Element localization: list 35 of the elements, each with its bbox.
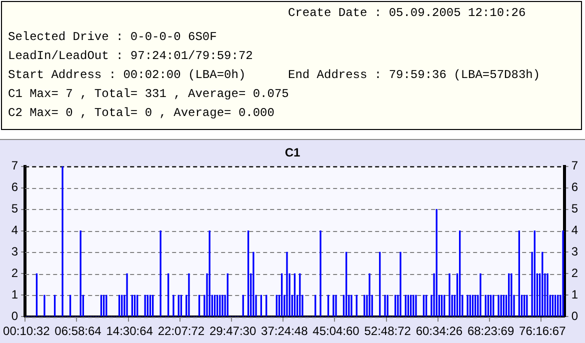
y2-tick-label: 0 [571,308,578,323]
y-tick-label: 5 [11,202,18,216]
text: End Address : 79:59:36 (LBA=57D83h) [288,68,540,84]
y-tick-label: 7 [11,158,18,173]
text: Start Address : 00:02:00 (LBA=0h) [8,68,246,82]
chart-title: C1 [284,146,300,160]
y2-tick-label: 2 [571,266,578,280]
text: Selected Drive : 0-0-0-0 6S0F [8,30,217,46]
y-tick-label: 0 [11,308,18,323]
x-tick-label: 37:24:48 [261,324,308,338]
y-tick-label: 2 [11,266,18,280]
x-tick-label: 00:10:32 [3,324,50,338]
x-tick-label: 76:16:67 [519,324,566,338]
x-tick-label: 52:48:72 [364,324,412,338]
x-tick-label: 45:04:60 [312,324,360,338]
y2-tick-label: 1 [571,287,578,302]
x-tick-label: 06:58:64 [54,324,102,338]
x-tick-label: 14:30:64 [106,324,154,338]
text: C1 Max= 7 , Total= 331 , Average= 0.075 [8,87,289,103]
x-tick-label: 68:23:69 [467,324,514,338]
text: LeadIn/LeadOut : 97:24:01/79:59:72 [8,49,253,65]
y-tick-label: 3 [11,244,18,259]
x-tick-label: 22:07:72 [158,324,205,338]
x-tick-label: 29:47:30 [209,324,256,338]
y2-tick-label: 5 [571,202,578,216]
y2-tick-label: 6 [571,180,578,194]
text: Create Date : 05.09.2005 12:10:26 [288,6,526,20]
y2-tick-label: 4 [571,223,578,238]
y-tick-label: 4 [11,223,18,238]
text: C2 Max= 0 , Total= 0 , Average= 0.000 [8,106,274,122]
y2-tick-label: 7 [571,158,578,173]
y2-tick-label: 3 [571,244,578,259]
x-tick-label: 60:34:26 [416,324,463,338]
y-tick-label: 1 [11,287,18,302]
y-tick-label: 6 [11,180,18,194]
